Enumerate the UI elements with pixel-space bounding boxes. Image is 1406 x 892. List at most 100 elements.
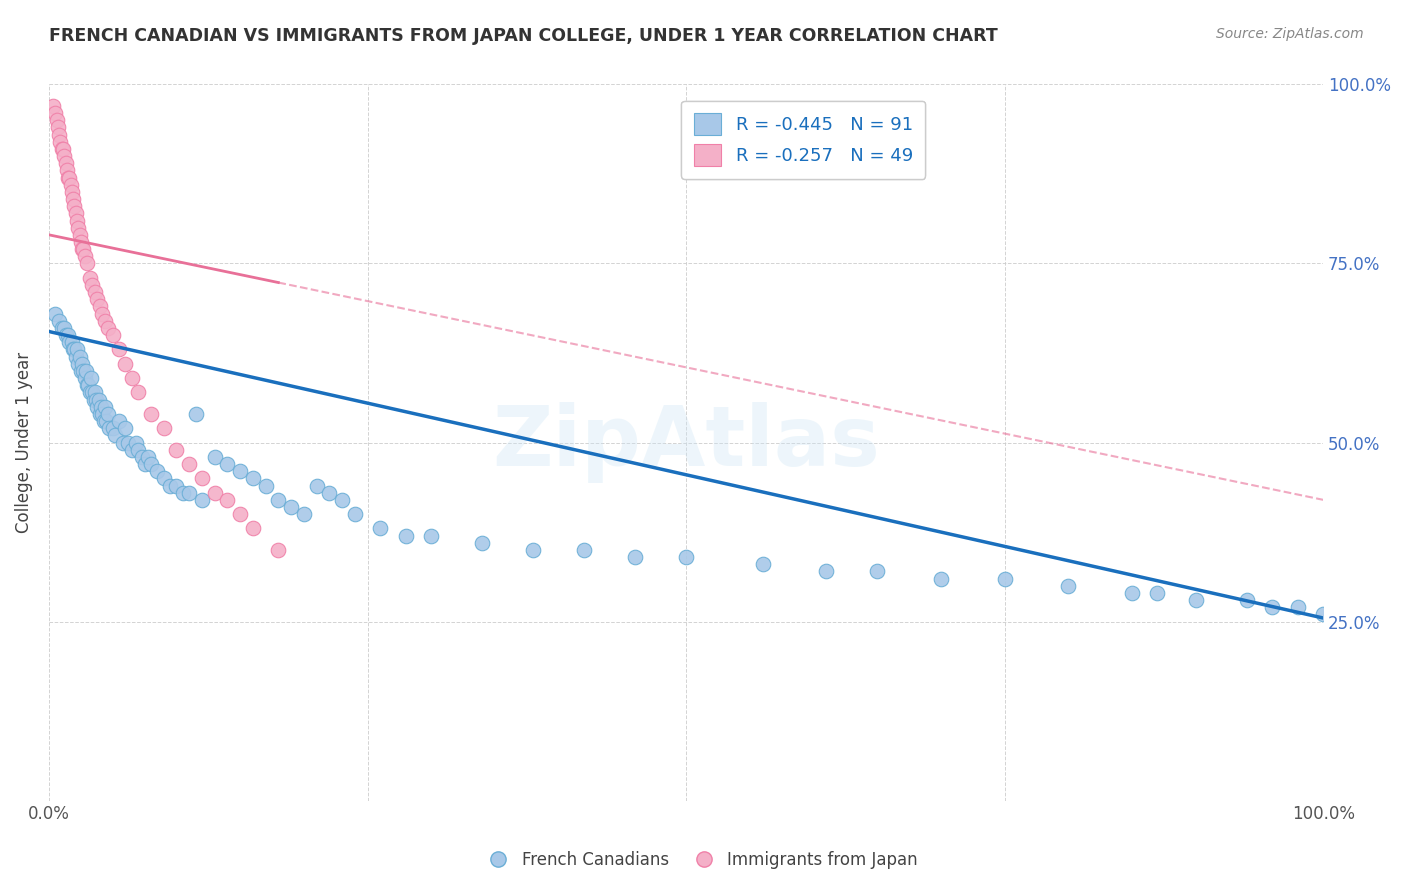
Point bbox=[73, 371, 96, 385]
Point bbox=[242, 471, 264, 485]
Point bbox=[138, 450, 160, 464]
Point bbox=[55, 156, 77, 170]
Point bbox=[179, 457, 201, 471]
Point bbox=[204, 485, 226, 500]
Point bbox=[330, 492, 353, 507]
Y-axis label: College, Under 1 year: College, Under 1 year bbox=[15, 352, 32, 533]
Point bbox=[79, 385, 101, 400]
Point bbox=[522, 543, 544, 558]
Point bbox=[69, 364, 91, 378]
Point bbox=[121, 371, 143, 385]
Point bbox=[60, 185, 83, 199]
Point bbox=[117, 435, 139, 450]
Point bbox=[108, 414, 131, 428]
Point bbox=[280, 500, 302, 514]
Point bbox=[134, 457, 156, 471]
Point bbox=[191, 471, 214, 485]
Point bbox=[395, 528, 418, 542]
Point bbox=[121, 442, 143, 457]
Point bbox=[45, 113, 67, 128]
Point bbox=[59, 178, 82, 192]
Point bbox=[90, 400, 112, 414]
Point bbox=[191, 492, 214, 507]
Point bbox=[675, 550, 697, 565]
Point bbox=[82, 277, 104, 292]
Point bbox=[1236, 593, 1258, 607]
Point bbox=[86, 293, 108, 307]
Point bbox=[146, 464, 169, 478]
Point bbox=[254, 478, 277, 492]
Text: FRENCH CANADIAN VS IMMIGRANTS FROM JAPAN COLLEGE, UNDER 1 YEAR CORRELATION CHART: FRENCH CANADIAN VS IMMIGRANTS FROM JAPAN… bbox=[49, 27, 998, 45]
Point bbox=[48, 128, 70, 142]
Point bbox=[51, 321, 73, 335]
Point bbox=[471, 536, 494, 550]
Point bbox=[76, 256, 98, 270]
Point bbox=[49, 135, 72, 149]
Point bbox=[127, 442, 149, 457]
Point bbox=[80, 371, 103, 385]
Point bbox=[929, 572, 952, 586]
Point bbox=[58, 170, 80, 185]
Point bbox=[42, 99, 65, 113]
Point bbox=[179, 485, 201, 500]
Point bbox=[1057, 579, 1080, 593]
Point bbox=[624, 550, 647, 565]
Point bbox=[48, 314, 70, 328]
Point bbox=[91, 307, 114, 321]
Point bbox=[229, 464, 252, 478]
Point bbox=[83, 285, 105, 300]
Point bbox=[67, 220, 90, 235]
Point bbox=[165, 478, 187, 492]
Point bbox=[55, 328, 77, 343]
Point bbox=[44, 106, 66, 120]
Point bbox=[46, 120, 69, 135]
Point bbox=[124, 435, 146, 450]
Point bbox=[131, 450, 153, 464]
Point bbox=[93, 414, 115, 428]
Point bbox=[60, 335, 83, 350]
Point bbox=[56, 163, 79, 178]
Point bbox=[242, 521, 264, 535]
Point bbox=[66, 213, 89, 227]
Point bbox=[96, 414, 118, 428]
Point bbox=[65, 206, 87, 220]
Point bbox=[84, 392, 107, 407]
Point bbox=[63, 343, 86, 357]
Point bbox=[94, 314, 117, 328]
Point bbox=[1286, 600, 1309, 615]
Point bbox=[83, 385, 105, 400]
Point bbox=[56, 170, 79, 185]
Legend: R = -0.445   N = 91, R = -0.257   N = 49: R = -0.445 N = 91, R = -0.257 N = 49 bbox=[682, 101, 925, 179]
Point bbox=[56, 328, 79, 343]
Point bbox=[127, 385, 149, 400]
Point bbox=[73, 249, 96, 263]
Point bbox=[82, 385, 104, 400]
Point bbox=[75, 364, 97, 378]
Point bbox=[69, 235, 91, 249]
Point bbox=[101, 328, 124, 343]
Point bbox=[66, 343, 89, 357]
Point bbox=[87, 392, 110, 407]
Point bbox=[159, 478, 181, 492]
Point bbox=[72, 242, 94, 256]
Point bbox=[172, 485, 194, 500]
Point bbox=[815, 565, 838, 579]
Point bbox=[165, 442, 187, 457]
Point bbox=[52, 142, 75, 156]
Point bbox=[420, 528, 443, 542]
Point bbox=[97, 421, 120, 435]
Point bbox=[51, 142, 73, 156]
Point bbox=[69, 350, 91, 364]
Point bbox=[1121, 586, 1143, 600]
Point bbox=[267, 543, 290, 558]
Point bbox=[994, 572, 1017, 586]
Point bbox=[65, 350, 87, 364]
Point bbox=[83, 392, 105, 407]
Point bbox=[139, 457, 162, 471]
Point bbox=[104, 428, 127, 442]
Point bbox=[572, 543, 595, 558]
Point bbox=[139, 407, 162, 421]
Point bbox=[1184, 593, 1206, 607]
Point bbox=[53, 149, 76, 163]
Point bbox=[97, 321, 120, 335]
